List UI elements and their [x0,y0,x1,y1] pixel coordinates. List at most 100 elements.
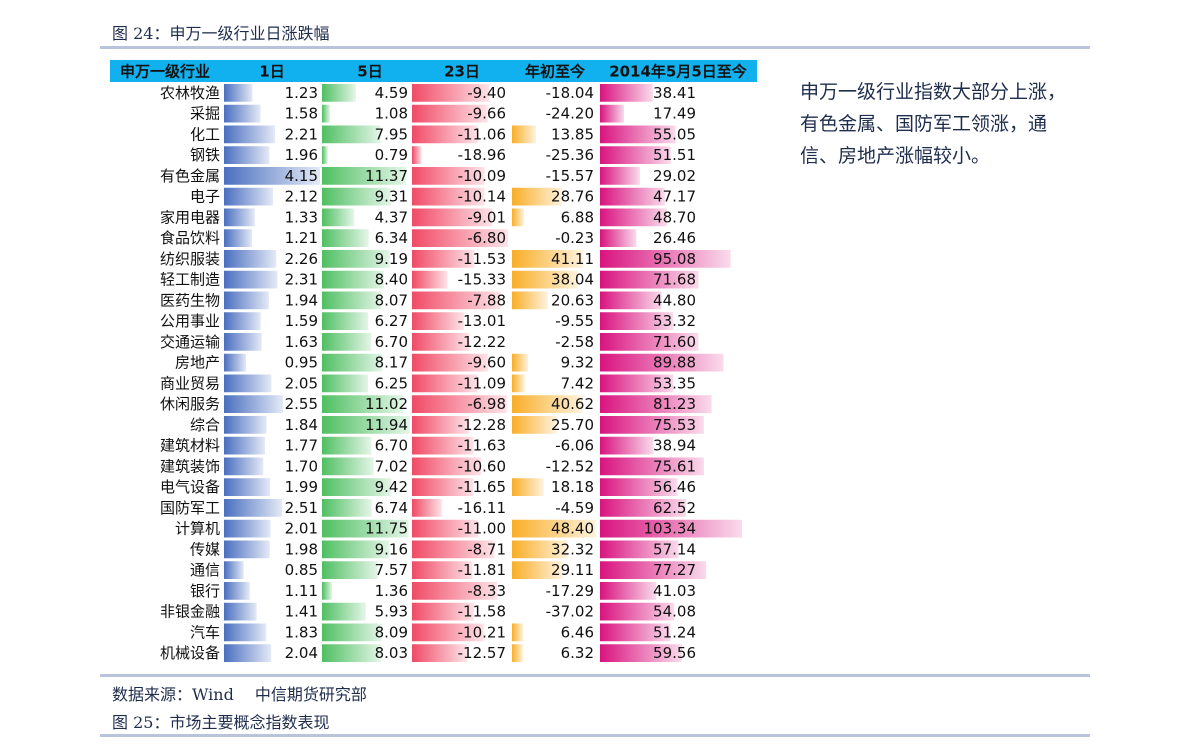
cell-value: 8.07 [375,291,408,309]
data-bar [412,84,490,102]
rule [100,734,1090,737]
data-bar [412,187,485,206]
cell-value: -6.98 [467,395,506,413]
data-bar [412,374,478,393]
cell-value: -16.11 [458,499,506,517]
data-bar [322,623,382,642]
cell-value: 8.40 [375,271,408,289]
data-bar [322,229,369,247]
row-label: 商业贸易 [160,374,220,392]
cell-value: 6.74 [375,499,408,517]
cell-value: -12.57 [458,644,506,662]
data-bar [512,270,579,289]
cell-value: 6.27 [375,312,408,330]
data-bar [512,250,584,268]
cell-value: -8.33 [467,582,506,600]
cell-value: 6.70 [375,333,408,351]
next-figure-title: 图 25：市场主要概念指数表现 [112,713,330,732]
cell-value: 11.02 [365,395,408,413]
data-bar [412,270,448,289]
data-bar [412,333,470,351]
data-bar [224,353,246,372]
row-label: 钢铁 [190,146,220,164]
column-header: 2014年5月5日至今 [609,63,747,81]
cell-value: 6.70 [375,437,408,455]
data-bar [600,270,699,289]
data-bar [322,146,328,164]
cell-value: 48.40 [551,520,594,538]
data-bar [412,229,508,247]
data-bar [512,187,562,206]
row-label: 建筑材料 [160,437,220,455]
data-bar [322,499,372,517]
data-bar [512,395,583,413]
cell-value: -13.01 [458,312,506,330]
cell-value: -0.23 [555,229,594,247]
data-bar [224,250,277,268]
cell-value: -17.29 [546,582,594,600]
cell-value: -12.28 [458,416,506,434]
data-bar [322,125,381,144]
data-bar [224,104,261,123]
cell-value: -15.57 [546,167,594,185]
data-bar [224,374,272,393]
data-bar [322,167,406,185]
cell-value: -11.81 [458,561,506,579]
row-label: 电子 [190,188,220,206]
cell-value: -18.04 [546,84,594,102]
data-bar [512,291,548,310]
cell-value: 1.33 [285,208,318,226]
row-label: 计算机 [175,520,220,538]
cell-value: 77.27 [653,561,696,579]
column-header: 申万一级行业 [120,63,210,81]
cell-value: 28.76 [551,188,594,206]
cell-value: 1.84 [285,416,318,434]
row-label: 房地产 [175,354,220,372]
cell-value: 54.08 [653,603,696,621]
data-bar [412,353,489,372]
data-bar [322,416,410,434]
data-bar [412,582,498,600]
cell-value: -9.60 [467,354,506,372]
row-label: 汽车 [190,623,220,641]
cell-value: 5.93 [375,603,408,621]
cell-value: 62.52 [653,499,696,517]
cell-value: -12.22 [458,333,506,351]
row-label: 农林牧渔 [160,84,220,102]
row-label: 纺织服装 [160,250,220,268]
cell-value: -6.80 [467,229,506,247]
cell-value: -8.71 [467,540,506,558]
data-bar [224,229,252,247]
data-bar [412,312,464,330]
cell-value: 38.41 [653,84,696,102]
cell-value: 0.95 [285,354,318,372]
cell-value: 2.26 [285,250,318,268]
data-bar [224,436,265,455]
data-bar [412,478,474,496]
data-bar [412,519,479,538]
data-bar [224,540,270,559]
data-bar [600,167,640,185]
column-header: 年初至今 [525,63,585,81]
data-bar [224,478,271,496]
cell-value: -18.96 [458,146,506,164]
cell-value: 1.59 [285,312,318,330]
data-bar [600,125,676,144]
data-bar [600,104,625,123]
cell-value: 8.03 [375,644,408,662]
column-header: 23日 [444,63,480,81]
side-note: 申万一级行业指数大部分上涨，有色金属、国防军工领涨，通信、房地产涨幅较小。 [800,81,1067,167]
data-bar [600,229,637,247]
cell-value: 2.12 [285,188,318,206]
cell-value: 4.15 [285,167,318,185]
data-bar [224,291,269,310]
cell-value: 41.11 [551,250,594,268]
cell-value: -10.14 [458,188,506,206]
cell-value: 0.79 [375,146,408,164]
cell-value: 9.19 [375,250,408,268]
cell-value: 53.32 [653,312,696,330]
data-bar [600,84,653,102]
cell-value: 11.75 [365,520,408,538]
data-bar [322,291,382,310]
cell-value: 11.37 [365,167,408,185]
